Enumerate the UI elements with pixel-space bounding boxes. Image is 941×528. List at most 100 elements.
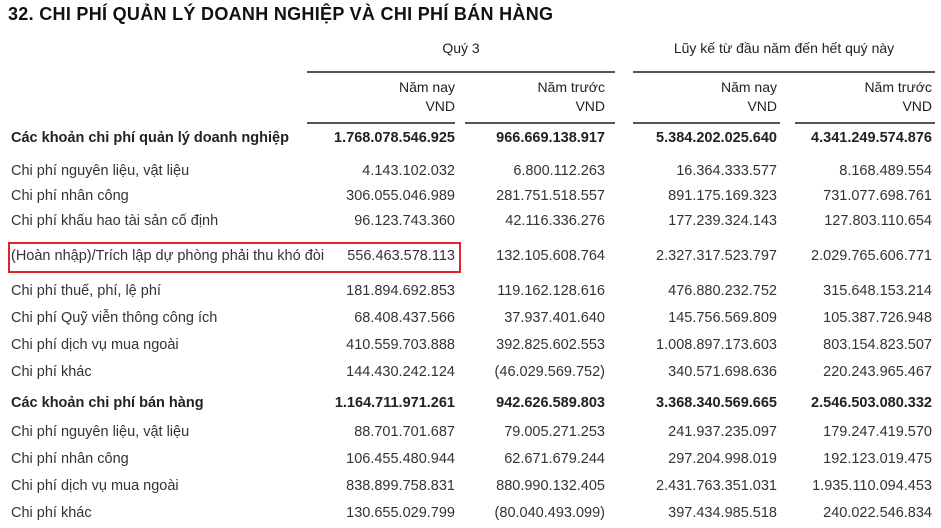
table-row: Chi phí thuế, phí, lệ phí 181.894.692.853… — [0, 279, 941, 305]
column-unit: VND — [425, 98, 455, 114]
row-value: 556.463.578.113 — [347, 248, 455, 264]
divider — [465, 122, 615, 124]
row-label: Chi phí thuế, phí, lệ phí — [11, 283, 161, 299]
row-value: 177.239.324.143 — [668, 213, 777, 229]
row-value: 42.116.336.276 — [505, 213, 605, 229]
row-label: Các khoản chi phí quản lý doanh nghiệp — [11, 130, 289, 146]
divider — [633, 71, 935, 73]
table-row: Chi phí nhân công 306.055.046.989 281.751.… — [0, 184, 941, 210]
row-value: 1.164.711.971.261 — [334, 395, 455, 411]
column-unit: VND — [747, 98, 777, 114]
table-row: (Hoàn nhập)/Trích lập dự phòng phải thu … — [0, 244, 941, 270]
row-value: 88.701.701.687 — [354, 424, 455, 440]
column-unit: VND — [575, 98, 605, 114]
row-value: 240.022.546.834 — [823, 505, 932, 521]
row-value: 1.935.110.094.453 — [812, 478, 932, 494]
column-unit: VND — [902, 98, 932, 114]
column-header: Năm nay — [720, 79, 777, 95]
row-value: 2.029.765.606.771 — [811, 248, 932, 264]
row-value: 192.123.019.475 — [823, 451, 932, 467]
row-label: (Hoàn nhập)/Trích lập dự phòng phải thu … — [11, 248, 325, 264]
row-label: Chi phí dịch vụ mua ngoài — [11, 337, 179, 353]
column-header: Năm trước — [864, 79, 932, 95]
divider — [795, 122, 935, 124]
row-value: 315.648.153.214 — [823, 283, 932, 299]
highlight-box — [8, 242, 461, 273]
row-value: 127.803.110.654 — [824, 213, 932, 229]
table-row: Các khoản chi phí bán hàng 1.164.711.971.… — [0, 391, 941, 417]
divider — [307, 122, 455, 124]
row-value: 3.368.340.569.665 — [656, 395, 777, 411]
row-value: 8.168.489.554 — [839, 163, 932, 179]
table-row: Chi phí Quỹ viễn thông công ích 68.408.43… — [0, 306, 941, 332]
row-value: 731.077.698.761 — [823, 188, 932, 204]
row-label: Chi phí nhân công — [11, 451, 129, 467]
row-label: Chi phí nguyên liệu, vật liệu — [11, 424, 190, 440]
row-value: 119.162.128.616 — [497, 283, 605, 299]
group-header-quarter: Quý 3 — [442, 40, 480, 56]
row-value: 1.768.078.546.925 — [334, 130, 455, 146]
row-value: 96.123.743.360 — [354, 213, 455, 229]
row-label: Chi phí khác — [11, 505, 92, 521]
divider — [307, 71, 615, 73]
table-row: Chi phí dịch vụ mua ngoài 410.559.703.888… — [0, 333, 941, 359]
row-value: 68.408.437.566 — [354, 310, 455, 326]
row-label: Chi phí nguyên liệu, vật liệu — [11, 163, 190, 179]
row-value: 181.894.692.853 — [346, 283, 455, 299]
row-value: 1.008.897.173.603 — [656, 337, 777, 353]
row-label: Chi phí khác — [11, 364, 92, 380]
table-row: Chi phí dịch vụ mua ngoài 838.899.758.831… — [0, 474, 941, 500]
row-value: 241.937.235.097 — [668, 424, 777, 440]
row-value: 966.669.138.917 — [496, 130, 605, 146]
column-header: Năm nay — [398, 79, 455, 95]
row-value: 880.990.132.405 — [496, 478, 605, 494]
table-row: Chi phí khấu hao tài sản cố định 96.123.7… — [0, 209, 941, 235]
table-row: Chi phí nguyên liệu, vật liệu 4.143.102.0… — [0, 159, 941, 185]
section-title: 32. CHI PHÍ QUẢN LÝ DOANH NGHIỆP VÀ CHI … — [8, 4, 554, 24]
row-value: 37.937.401.640 — [504, 310, 605, 326]
row-value: 4.143.102.032 — [362, 163, 455, 179]
row-value: 2.546.503.080.332 — [811, 395, 932, 411]
row-label: Chi phí dịch vụ mua ngoài — [11, 478, 179, 494]
row-value: (46.029.569.752) — [494, 364, 605, 380]
row-value: 145.756.569.809 — [668, 310, 777, 326]
row-value: 62.671.679.244 — [504, 451, 605, 467]
row-value: 4.341.249.574.876 — [811, 130, 932, 146]
table-row: Chi phí khác 130.655.029.799 (80.040.493.0… — [0, 501, 941, 527]
row-value: (80.040.493.099) — [494, 505, 605, 521]
row-value: 2.327.317.523.797 — [656, 248, 777, 264]
row-value: 5.384.202.025.640 — [656, 130, 777, 146]
row-value: 397.434.985.518 — [668, 505, 777, 521]
row-value: 281.751.518.557 — [496, 188, 605, 204]
table-row: Chi phí nguyên liệu, vật liệu 88.701.701.… — [0, 420, 941, 446]
row-value: 306.055.046.989 — [346, 188, 455, 204]
row-value: 144.430.242.124 — [346, 364, 455, 380]
row-value: 105.387.726.948 — [823, 310, 932, 326]
column-header: Năm trước — [537, 79, 605, 95]
table-row: Các khoản chi phí quản lý doanh nghiệp 1.… — [0, 126, 941, 152]
row-value: 410.559.703.888 — [346, 337, 455, 353]
row-value: 79.005.271.253 — [504, 424, 605, 440]
row-value: 220.243.965.467 — [823, 364, 932, 380]
row-label: Chi phí Quỹ viễn thông công ích — [11, 310, 218, 326]
row-value: 803.154.823.507 — [823, 337, 932, 353]
divider — [633, 122, 780, 124]
row-value: 106.455.480.944 — [346, 451, 455, 467]
row-value: 340.571.698.636 — [668, 364, 777, 380]
row-value: 297.204.998.019 — [668, 451, 777, 467]
row-value: 942.626.589.803 — [496, 395, 605, 411]
row-value: 179.247.419.570 — [823, 424, 932, 440]
row-label: Chi phí nhân công — [11, 188, 129, 204]
row-value: 392.825.602.553 — [496, 337, 605, 353]
row-value: 16.364.333.577 — [676, 163, 777, 179]
row-value: 476.880.232.752 — [668, 283, 777, 299]
row-value: 838.899.758.831 — [346, 478, 455, 494]
group-header-ytd: Lũy kế từ đầu năm đến hết quý này — [673, 40, 895, 56]
row-value: 2.431.763.351.031 — [656, 478, 777, 494]
table-row: Chi phí khác 144.430.242.124 (46.029.569.7… — [0, 360, 941, 386]
row-value: 132.105.608.764 — [496, 248, 605, 264]
row-value: 6.800.112.263 — [513, 163, 605, 179]
table-row: Chi phí nhân công 106.455.480.944 62.671.6… — [0, 447, 941, 473]
row-label: Chi phí khấu hao tài sản cố định — [11, 213, 219, 229]
row-value: 130.655.029.799 — [346, 505, 455, 521]
